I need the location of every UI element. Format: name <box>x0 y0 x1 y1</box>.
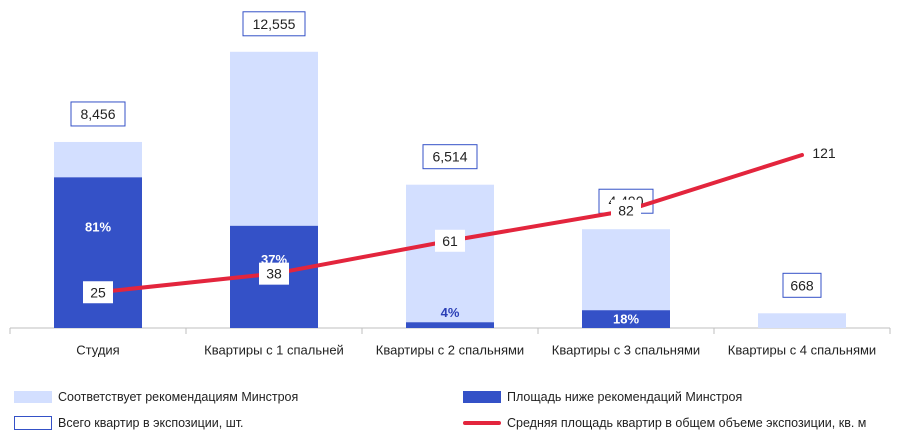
avg-area-label-bg <box>83 281 113 304</box>
avg-area-label-bg <box>259 262 289 285</box>
total-box-label: 8,456 <box>80 106 115 122</box>
total-box <box>70 101 126 127</box>
x-tick-label: Квартиры с 1 спальней <box>204 343 344 358</box>
avg-area-label-bg <box>611 199 641 222</box>
legend-swatch-dark <box>463 391 501 403</box>
total-box-label: 12,555 <box>253 16 296 32</box>
x-tick-label: Квартиры с 2 спальнями <box>376 343 524 358</box>
total-box-label: 668 <box>790 277 814 293</box>
legend-item-line: Средняя площадь квартир в общем объеме э… <box>463 416 866 430</box>
avg-area-label: 121 <box>812 145 836 161</box>
legend-item-box: Всего квартир в экспозиции, шт. <box>14 416 244 430</box>
legend-label-dark: Площадь ниже рекомендаций Минстроя <box>507 390 743 404</box>
x-tick-label: Квартиры с 3 спальнями <box>552 343 700 358</box>
avg-area-label: 82 <box>618 203 634 219</box>
bar-percent-label: 4% <box>441 305 460 320</box>
bar-compliant <box>758 313 846 328</box>
legend-label-line: Средняя площадь квартир в общем объеме э… <box>507 416 867 430</box>
avg-area-label: 61 <box>442 233 458 249</box>
x-tick-label: Квартиры с 4 спальнями <box>728 343 876 358</box>
legend-swatch-light <box>14 391 52 403</box>
bar-percent-label: 18% <box>613 312 639 327</box>
legend-item-light: Соответствует рекомендациям Минстроя <box>14 390 298 404</box>
x-tick-label: Студия <box>76 343 119 358</box>
legend-swatch-line <box>463 421 501 425</box>
bar-below-norm <box>406 322 494 328</box>
total-box <box>242 11 306 37</box>
bar-percent-label: 81% <box>85 220 111 235</box>
bar-compliant <box>406 184 494 323</box>
bar-compliant <box>230 51 318 226</box>
legend-label-box: Всего квартир в экспозиции, шт. <box>58 416 244 430</box>
avg-area-label-bg <box>435 229 465 252</box>
bar-below-norm <box>582 310 670 328</box>
avg-area-label: 38 <box>266 266 282 282</box>
total-box <box>422 144 478 170</box>
bar-compliant <box>54 141 142 178</box>
total-box-label: 6,514 <box>432 149 467 165</box>
avg-area-label: 25 <box>90 284 106 300</box>
bar-below-norm <box>54 177 142 328</box>
legend-item-dark: Площадь ниже рекомендаций Минстроя <box>463 390 742 404</box>
legend-label-light: Соответствует рекомендациям Минстроя <box>58 390 299 404</box>
legend-swatch-box <box>14 416 52 430</box>
bar-compliant <box>582 229 670 311</box>
total-box <box>782 272 822 298</box>
